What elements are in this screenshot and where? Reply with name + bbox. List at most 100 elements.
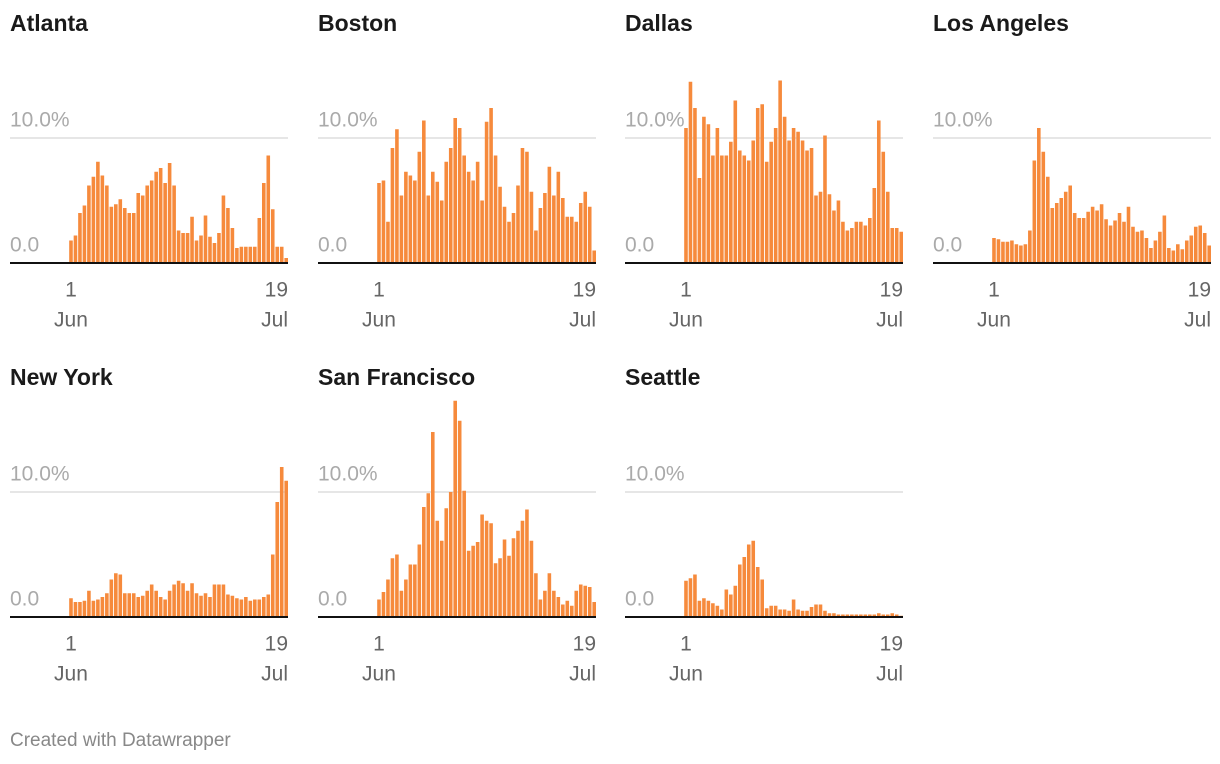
bar — [561, 604, 565, 617]
x-tick-month: Jun — [362, 663, 396, 686]
y-tick-label: 0.0 — [933, 234, 962, 257]
bar — [140, 595, 145, 617]
bar — [270, 209, 275, 263]
bar — [1023, 244, 1028, 263]
bar — [422, 120, 426, 263]
bar — [1189, 235, 1194, 263]
bar — [176, 580, 181, 617]
bar — [769, 605, 773, 617]
bar — [507, 221, 511, 263]
panel: San Francisco 0.0 10.0% 1 Jun 19 Jul — [318, 364, 596, 686]
bar — [529, 191, 534, 263]
bar — [167, 163, 172, 263]
bar — [534, 230, 538, 263]
bar — [453, 400, 457, 617]
bar — [217, 233, 221, 263]
bar — [1198, 225, 1203, 263]
bar — [832, 210, 836, 263]
bar — [284, 258, 288, 263]
bar — [881, 614, 886, 617]
bar — [1131, 226, 1135, 263]
bar — [266, 594, 271, 617]
bar — [1099, 204, 1104, 263]
x-tick-month: Jul — [569, 663, 596, 686]
bar — [444, 508, 449, 617]
bar — [275, 246, 280, 263]
bar — [565, 600, 570, 617]
bar — [569, 605, 574, 617]
y-tick-label: 10.0% — [933, 109, 993, 132]
bar — [684, 580, 688, 617]
bar — [457, 128, 462, 263]
bar — [395, 129, 399, 263]
bar — [96, 599, 100, 617]
bar — [239, 246, 244, 263]
bar — [413, 564, 417, 617]
bar — [737, 564, 742, 617]
x-tick-month: Jun — [669, 663, 703, 686]
bar — [1158, 231, 1162, 263]
bar — [760, 579, 764, 617]
bar — [796, 131, 800, 263]
bar — [1167, 248, 1171, 263]
bar — [448, 492, 453, 617]
bar — [823, 135, 827, 263]
bar — [547, 573, 552, 617]
bar — [261, 183, 266, 263]
panel-title: San Francisco — [318, 364, 475, 390]
bar — [221, 195, 226, 263]
y-tick-label: 10.0% — [318, 463, 378, 486]
bar — [1140, 230, 1144, 263]
x-tick-label: 1 — [65, 633, 77, 656]
bar — [404, 171, 408, 263]
bar — [1045, 176, 1050, 263]
bar — [122, 593, 127, 617]
bar — [693, 108, 697, 263]
panel: Los Angeles 0.0 10.0% 1 Jun 19 Jul — [933, 10, 1211, 332]
bar — [212, 584, 217, 617]
bar — [818, 191, 823, 263]
bar — [1184, 240, 1189, 263]
bar — [1090, 206, 1095, 263]
x-tick-label: 1 — [680, 279, 692, 302]
bar — [1054, 203, 1059, 263]
bar — [778, 80, 782, 263]
bar — [800, 610, 805, 617]
bar — [569, 216, 574, 263]
bar — [244, 246, 248, 263]
bar — [395, 554, 399, 617]
bar — [556, 171, 561, 263]
bar — [702, 598, 706, 617]
bar — [1149, 248, 1153, 263]
x-tick-label: 19 — [880, 279, 903, 302]
bar — [69, 240, 73, 263]
bar — [386, 579, 390, 617]
bar — [547, 166, 552, 263]
bar — [149, 180, 154, 263]
bar — [502, 206, 507, 263]
bar — [212, 243, 217, 263]
bar — [100, 175, 105, 263]
bar — [742, 155, 747, 263]
bar — [1113, 220, 1117, 263]
bar — [796, 609, 800, 617]
bar — [720, 609, 724, 617]
bar — [885, 191, 890, 263]
bar — [399, 590, 404, 617]
bar — [697, 600, 702, 617]
bar — [422, 507, 426, 617]
bar — [764, 608, 769, 617]
bar — [136, 597, 141, 617]
bar — [809, 148, 814, 263]
bar — [992, 238, 996, 263]
bar — [1032, 160, 1037, 263]
bar — [733, 585, 738, 617]
bar — [1180, 249, 1185, 263]
panel: Atlanta 0.0 10.0% 1 Jun 19 Jul — [10, 10, 288, 332]
bar — [462, 155, 466, 263]
bar — [118, 574, 123, 617]
bar — [136, 193, 141, 263]
bar — [529, 540, 534, 617]
bar — [1117, 213, 1122, 263]
bar — [221, 584, 226, 617]
